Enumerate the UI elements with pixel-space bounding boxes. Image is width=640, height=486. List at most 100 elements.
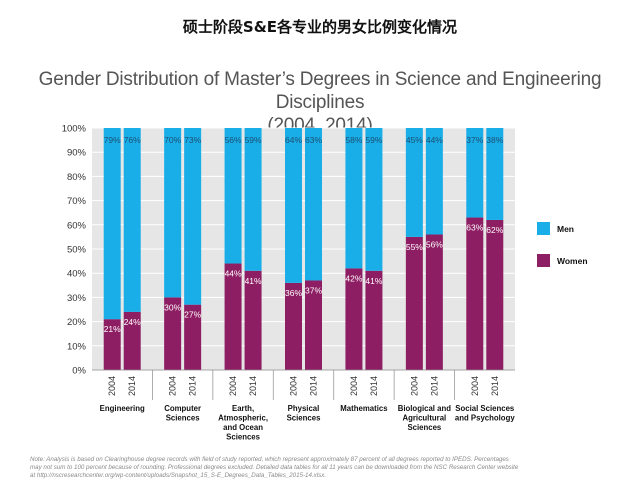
bar-men	[345, 128, 363, 269]
y-tick-label: 10%	[67, 341, 87, 352]
category-label: Atmospheric,	[218, 414, 268, 423]
bar-men	[103, 128, 121, 320]
bar-women	[103, 319, 121, 370]
bar-men	[425, 128, 443, 235]
note-line-2: may not sum to 100 percent because of ro…	[30, 464, 519, 471]
women-data-label: 21%	[104, 324, 121, 334]
y-tick-label: 70%	[67, 196, 87, 207]
category-label: Sciences	[226, 433, 260, 442]
chart-note: Note: Analysis is based on Clearinghouse…	[30, 456, 630, 480]
men-data-label: 79%	[104, 135, 121, 145]
category-label: Mathematics	[340, 404, 388, 413]
y-tick-label: 0%	[72, 366, 86, 377]
year-tick-label: 2004	[349, 376, 359, 396]
bar-women	[123, 311, 141, 370]
men-data-label: 44%	[426, 135, 443, 145]
women-data-label: 62%	[486, 225, 503, 235]
y-tick-label: 20%	[67, 317, 87, 328]
women-data-label: 27%	[184, 310, 201, 320]
year-tick-label: 2014	[188, 376, 198, 396]
year-tick-label: 2004	[409, 376, 419, 396]
category-label: Sciences	[407, 423, 441, 432]
men-data-label: 64%	[285, 135, 302, 145]
category-label: Agricultural	[402, 414, 446, 423]
bar-women	[285, 282, 302, 370]
category-label: Sciences	[166, 414, 200, 423]
women-data-label: 63%	[466, 223, 483, 233]
men-data-label: 59%	[365, 135, 382, 145]
bar-women	[224, 263, 242, 370]
bar-men	[164, 128, 182, 298]
category-label: Engineering	[100, 404, 145, 413]
women-data-label: 41%	[365, 276, 382, 286]
bar-men	[405, 128, 423, 237]
women-data-label: 36%	[285, 288, 302, 298]
men-data-label: 37%	[466, 135, 483, 145]
legend-swatch-women	[537, 254, 550, 267]
bar-women	[405, 236, 423, 370]
year-tick-label: 2014	[127, 376, 137, 396]
bar-women	[365, 270, 383, 370]
women-data-label: 24%	[124, 317, 141, 327]
bar-women	[486, 219, 504, 370]
bar-men	[184, 128, 202, 305]
bar-women	[466, 217, 484, 370]
bar-women	[345, 268, 363, 370]
chart-title-line-1: Gender Distribution of Master’s Degrees …	[38, 69, 602, 113]
category-label: Physical	[288, 404, 320, 413]
bar-women	[164, 297, 182, 370]
bar-women	[305, 280, 322, 370]
men-data-label: 73%	[184, 135, 201, 145]
y-tick-label: 90%	[67, 148, 87, 159]
men-data-label: 59%	[245, 135, 262, 145]
note-line-3: at http://nscresearchcenter.org/wp-conte…	[30, 472, 327, 479]
bar-men	[285, 128, 302, 283]
y-tick-label: 80%	[67, 172, 87, 183]
legend-label-women: Women	[557, 256, 588, 266]
year-tick-label: 2014	[490, 376, 500, 396]
bar-women	[425, 234, 443, 370]
women-data-label: 30%	[164, 302, 181, 312]
bar-men	[486, 128, 504, 220]
men-data-label: 58%	[345, 135, 362, 145]
year-tick-label: 2004	[470, 376, 480, 396]
page-heading: 硕士阶段S&E各专业的男女比例变化情况	[182, 18, 458, 36]
category-label: Biological and	[398, 404, 452, 413]
men-data-label: 70%	[164, 135, 181, 145]
legend-label-men: Men	[557, 224, 574, 234]
year-tick-label: 2014	[429, 376, 439, 396]
bar-men	[466, 128, 484, 218]
women-data-label: 37%	[305, 285, 322, 295]
year-tick-label: 2004	[107, 376, 117, 396]
men-data-label: 63%	[305, 135, 322, 145]
bar-women	[244, 270, 262, 370]
year-tick-label: 2004	[228, 376, 238, 396]
category-label: Sciences	[287, 414, 321, 423]
women-data-label: 42%	[345, 273, 362, 283]
bar-men	[365, 128, 383, 271]
year-tick-label: 2014	[369, 376, 379, 396]
bar-men	[244, 128, 262, 271]
bar-men	[123, 128, 141, 312]
y-tick-label: 40%	[67, 269, 87, 280]
men-data-label: 56%	[225, 135, 242, 145]
women-data-label: 41%	[245, 276, 262, 286]
year-tick-label: 2004	[289, 376, 299, 396]
women-data-label: 55%	[406, 242, 423, 252]
bar-men	[224, 128, 242, 264]
category-label: Earth,	[232, 404, 254, 413]
category-label: and Ocean	[223, 423, 263, 432]
category-label: and Psychology	[455, 414, 515, 423]
year-tick-label: 2014	[309, 376, 319, 396]
category-label: Computer	[164, 404, 201, 413]
note-line-1: Note: Analysis is based on Clearinghouse…	[30, 456, 509, 463]
y-tick-label: 50%	[67, 245, 87, 256]
y-tick-label: 30%	[67, 293, 87, 304]
year-tick-label: 2004	[168, 376, 178, 396]
bar-women	[184, 304, 202, 370]
y-tick-label: 60%	[67, 220, 87, 231]
men-data-label: 45%	[406, 135, 423, 145]
year-tick-label: 2014	[248, 376, 258, 396]
bar-men	[305, 128, 322, 281]
